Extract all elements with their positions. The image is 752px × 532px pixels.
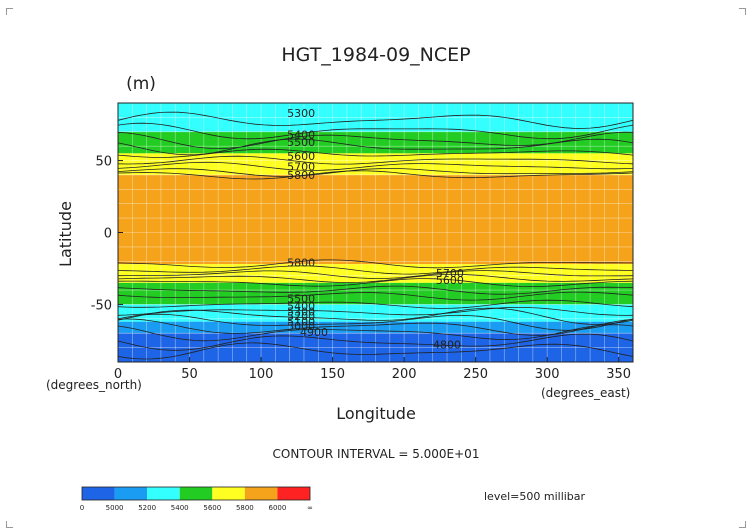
colorbar-label: 5600 (203, 504, 221, 512)
contour-label: 5500 (287, 136, 315, 149)
x-axis-ticks: 0 50 100 150 200 250 300 350 (114, 357, 631, 382)
x-tick-label: 0 (114, 367, 122, 382)
contour-lines (118, 111, 633, 360)
contour-label: 5800 (287, 169, 315, 182)
contour-line (118, 307, 633, 316)
level-text: level=500 millibar (484, 490, 586, 503)
contour-line (118, 274, 633, 283)
colorbar-swatch (114, 487, 148, 500)
contour-line (118, 307, 633, 325)
colorbar-swatch (82, 487, 115, 500)
contour-line (118, 342, 633, 360)
contour-label: 5300 (287, 107, 315, 120)
colorbar-swatch (212, 487, 245, 500)
contour-label-group: 5300540055005600570058005800570056005500… (287, 107, 464, 352)
y-axis-ticks: 50 0 -50 (91, 155, 123, 313)
x-tick-label: 50 (181, 367, 198, 382)
y-axis-label: Latitude (56, 201, 75, 267)
contour-line (118, 270, 633, 279)
y-tick-label: -50 (91, 298, 112, 313)
colorbar-label: 0 (80, 504, 84, 512)
corner-mark-bl (6, 521, 13, 528)
y-tick-label: 50 (95, 155, 112, 170)
contour-line (118, 291, 633, 301)
x-tick-label: 300 (535, 367, 560, 382)
x-unit-label: (degrees_east) (541, 386, 630, 400)
contour-line (118, 324, 633, 342)
contour-line (118, 265, 633, 275)
contour-label: 4800 (433, 339, 461, 352)
contour-line (118, 161, 633, 171)
contour-line (118, 155, 633, 165)
x-tick-label: 250 (463, 367, 488, 382)
y-tick-label: 0 (104, 227, 112, 242)
colorbar-label: 5800 (236, 504, 254, 512)
contour-line (118, 170, 633, 180)
x-axis-label: Longitude (336, 404, 416, 423)
chart-unit-label: (m) (126, 74, 156, 94)
contour-label: 5400 (287, 300, 315, 313)
colorbar-swatch (179, 487, 213, 500)
contour-label: 5200 (287, 310, 315, 323)
contour-line (118, 259, 633, 269)
contour-line (118, 168, 633, 177)
contour-label: 5800 (287, 257, 315, 270)
contour-label: 5100 (287, 316, 315, 329)
colorbar: 0 5000 5200 5400 5600 5800 6000 ∞ (80, 486, 313, 512)
contour-label: 5400 (287, 129, 315, 142)
contour-label: 5700 (287, 160, 315, 173)
colorbar-label: 6000 (269, 504, 287, 512)
contour-line (118, 299, 633, 309)
contour-label: 5000 (287, 320, 315, 333)
contour-label: 5600 (287, 150, 315, 163)
corner-mark-tr (739, 8, 746, 15)
contour-line (118, 333, 633, 351)
contour-label: 4900 (300, 326, 328, 339)
contour-line (118, 148, 633, 158)
contour-interval-text: CONTOUR INTERVAL = 5.000E+01 (273, 447, 480, 461)
corner-mark-br (739, 521, 746, 528)
colorbar-frame (81, 486, 311, 501)
colorbar-label: 5200 (138, 504, 156, 512)
contour-line (118, 278, 633, 287)
colorbar-label: 5400 (171, 504, 189, 512)
x-tick-label: 150 (320, 367, 345, 382)
colorbar-swatch (147, 487, 180, 500)
chart-title: HGT_1984-09_NCEP (281, 44, 470, 66)
contour-line (118, 122, 633, 140)
x-tick-label: 200 (392, 367, 417, 382)
contour-label: 5500 (287, 293, 315, 306)
plot-area (118, 103, 633, 362)
contour-line (118, 285, 633, 295)
y-unit-label: (degrees_north) (46, 378, 142, 392)
contour-label: 5600 (436, 274, 464, 287)
contour-line (118, 111, 633, 129)
colorbar-label: ∞ (307, 504, 313, 512)
colorbar-label: 5000 (106, 504, 124, 512)
corner-mark-tl (6, 8, 13, 15)
x-tick-label: 350 (606, 367, 631, 382)
contour-line (118, 313, 633, 331)
contour-label: 5300 (287, 306, 315, 319)
contour-label: 5700 (436, 267, 464, 280)
x-tick-label: 100 (249, 367, 274, 382)
colorbar-swatch (244, 487, 278, 500)
colorbar-swatch (277, 487, 310, 500)
